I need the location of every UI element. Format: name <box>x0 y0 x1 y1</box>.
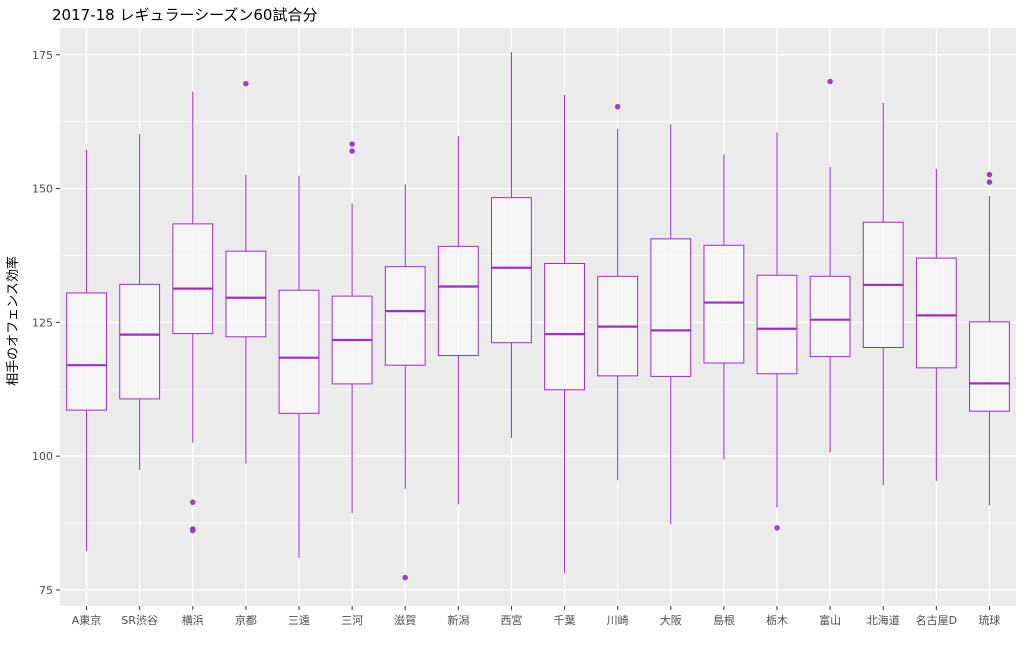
x-axis: A東京 SR渋谷 横浜 京都 三遠 三河 滋賀 新潟 西宮 千葉 川崎 大阪 島根 栃木 富山 北海道 名古屋D… <box>72 606 1000 627</box>
box-16 <box>862 102 904 486</box>
x-tick-label: 栃木 <box>766 613 788 627</box>
outlier-point <box>349 141 355 147</box>
chart-title: 2017-18 レギュラーシーズン60試合分 <box>52 6 318 24</box>
x-tick-label: 滋賀 <box>394 614 416 627</box>
outlier-point <box>614 103 621 110</box>
box-13 <box>703 154 745 460</box>
box-series <box>66 52 1010 581</box>
outlier-point <box>402 574 408 581</box>
box-8 <box>437 136 479 505</box>
box-17 <box>915 168 957 481</box>
box-iqr <box>384 266 426 366</box>
box-iqr <box>172 223 214 335</box>
x-tick-label: 名古屋D <box>916 613 957 627</box>
box-4 <box>225 80 267 464</box>
box-iqr <box>437 245 479 357</box>
box-1 <box>66 149 107 551</box>
x-tick-label: SR渋谷 <box>121 614 158 627</box>
box-iqr <box>119 283 161 400</box>
y-axis-title: 相手のオフェンス効率 <box>5 256 21 386</box>
y-tick-label: 150 <box>32 183 53 196</box>
box-iqr <box>544 262 585 391</box>
y-tick-label: 100 <box>32 450 53 463</box>
box-5 <box>278 175 320 558</box>
x-tick-label: A東京 <box>72 613 102 627</box>
x-tick-label: 富山 <box>819 613 841 627</box>
x-tick-label: 横浜 <box>182 613 204 627</box>
y-tick-label: 175 <box>32 49 53 62</box>
box-iqr <box>703 244 745 364</box>
box-2 <box>119 133 161 471</box>
box-iqr <box>650 238 692 377</box>
box-iqr <box>66 292 107 411</box>
plot-panel <box>60 28 1016 606</box>
outlier-point <box>190 527 196 534</box>
x-tick-label: 三遠 <box>288 614 310 627</box>
box-9 <box>491 52 532 438</box>
box-10 <box>544 94 585 574</box>
box-14 <box>756 132 798 531</box>
box-15 <box>809 78 851 453</box>
x-tick-label: 新潟 <box>447 613 469 627</box>
outlier-point <box>349 148 355 154</box>
box-11 <box>597 103 639 481</box>
box-iqr <box>756 274 798 375</box>
outlier-point <box>243 80 249 87</box>
x-tick-label: 西宮 <box>500 613 522 627</box>
box-iqr <box>915 257 957 369</box>
box-iqr <box>225 250 267 338</box>
x-tick-label: 千葉 <box>554 613 576 627</box>
box-12 <box>650 124 692 525</box>
box-6 <box>331 141 373 513</box>
y-axis: 75 100 125 150 175 <box>32 49 60 597</box>
x-tick-label: 京都 <box>235 613 257 627</box>
box-iqr <box>809 275 851 358</box>
y-tick-label: 75 <box>39 584 53 597</box>
box-iqr <box>491 197 532 344</box>
x-tick-label: 北海道 <box>867 613 900 627</box>
x-tick-label: 川崎 <box>607 613 629 627</box>
x-tick-label: 三河 <box>341 614 363 627</box>
box-iqr <box>278 289 320 414</box>
box-7 <box>384 184 426 581</box>
box-iqr <box>969 321 1010 412</box>
y-tick-label: 125 <box>32 316 53 329</box>
outlier-point <box>827 78 833 85</box>
x-tick-label: 琉球 <box>978 613 1000 627</box>
x-tick-label: 島根 <box>713 613 735 627</box>
outlier-point <box>986 179 993 185</box>
x-tick-label: 大阪 <box>660 613 682 627</box>
outlier-point <box>190 499 196 505</box>
box-18 <box>969 171 1010 506</box>
outlier-point <box>774 525 780 531</box>
outlier-point <box>986 171 993 178</box>
box-3 <box>172 91 214 534</box>
